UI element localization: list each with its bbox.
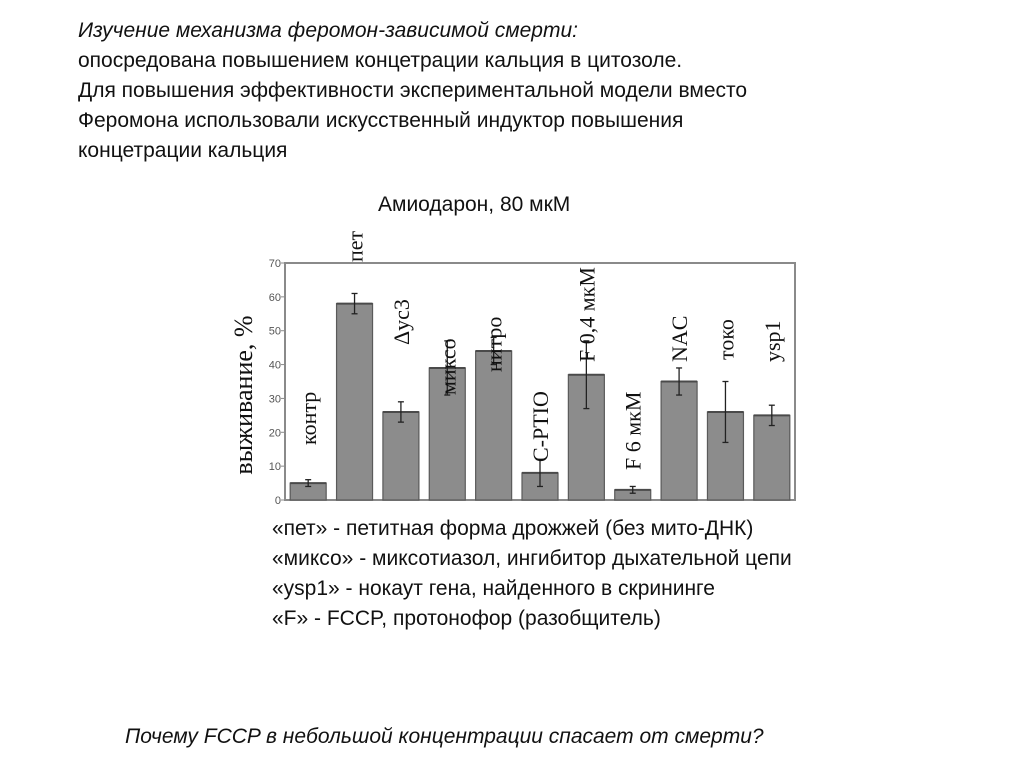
bar [753, 414, 791, 501]
chart-title: Амиодарон, 80 мкМ [378, 193, 571, 216]
y-tick-label: 20 [269, 427, 281, 439]
category-label: нитро [482, 317, 507, 372]
y-tick-label: 40 [269, 360, 281, 372]
legend-line-f: «F» - FCCP, протонофор (разобщитель) [272, 607, 661, 630]
category-label: F 6 мкМ [621, 392, 646, 470]
bar [335, 303, 374, 501]
y-tick-label: 60 [269, 292, 281, 304]
category-label: ysp1 [760, 320, 785, 362]
bar [382, 411, 420, 501]
heading-line-3: Для повышения эффективности эксперимента… [78, 79, 748, 102]
category-label: миксо [435, 338, 460, 395]
category-label: Δyc3 [389, 299, 414, 345]
category-label: контр [296, 392, 321, 445]
category-label: C-PTIO [528, 391, 553, 462]
abbreviation-legend: «пет» - петитная форма дрожжей (без мито… [272, 514, 792, 634]
y-tick-label: 0 [275, 495, 281, 507]
y-axis-label: выживание, % [229, 315, 258, 474]
heading-line-1: Изучение механизма феромон-зависимой сме… [78, 19, 578, 42]
y-tick-label: 10 [269, 461, 281, 473]
category-label: пет [343, 230, 368, 262]
bar [660, 380, 698, 501]
y-tick-label: 30 [269, 393, 281, 405]
heading-line-4: Феромона использовали искусственный инду… [78, 109, 684, 132]
slide-question: Почему FCCP в небольшой концентрации спа… [125, 725, 764, 748]
heading-line-5: концетрации кальция [78, 139, 288, 162]
y-tick-label: 50 [269, 326, 281, 338]
category-label: F 0,4 мкМ [574, 267, 599, 362]
legend-line-pet: «пет» - петитная форма дрожжей (без мито… [272, 517, 754, 540]
category-label: NAC [667, 316, 692, 362]
legend-line-mikso: «миксо» - миксотиазол, ингибитор дыхател… [272, 547, 792, 570]
category-label: токо [713, 319, 738, 360]
slide-heading: Изучение механизма феромон-зависимой сме… [78, 16, 978, 166]
legend-line-ysp1: «ysp1» - нокаут гена, найденного в скрин… [272, 577, 715, 600]
y-tick-label: 70 [269, 258, 281, 270]
bar [475, 350, 513, 501]
heading-line-2: опосредована повышением концетрации каль… [78, 49, 683, 72]
